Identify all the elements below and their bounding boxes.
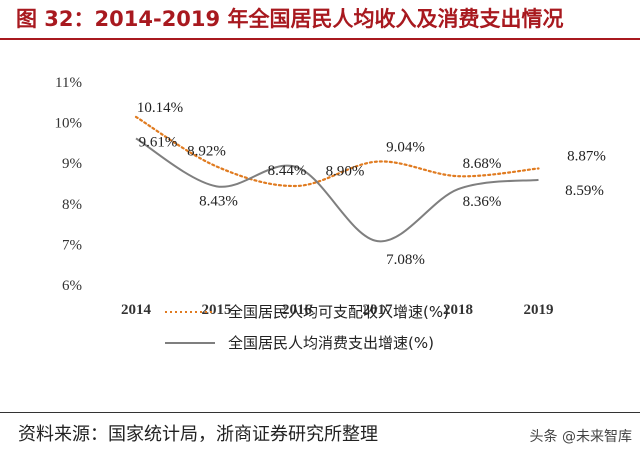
x-tick-label: 2014 [121,302,152,318]
x-tick-label: 2019 [524,302,554,318]
data-label: 9.61% [139,134,178,150]
data-label: 8.36% [463,194,502,210]
data-label: 9.04% [386,140,425,156]
x-tick-label: 2015 [202,302,232,318]
data-label: 10.14% [137,100,183,116]
data-label: 8.90% [326,163,365,179]
series-lines [134,115,540,243]
footer-divider [0,412,640,413]
data-label: 8.59% [565,183,604,199]
source-note: 资料来源：国家统计局，浙商证券研究所整理 [18,424,378,445]
legend-label: 全国居民人均可支配收入增速(%) [228,303,449,321]
y-tick-label: 7% [62,237,82,253]
title-divider [0,38,640,40]
watermark-text: 头条 @未来智库 [529,429,632,445]
x-axis-ticks: 2014 2015 2016 2017 2018 2019 [121,302,554,318]
y-tick-label: 11% [55,75,82,91]
data-label: 8.87% [567,148,606,164]
x-tick-label: 2018 [443,302,473,318]
y-tick-label: 8% [62,197,82,213]
data-label: 8.43% [199,193,238,209]
legend-label: 全国居民人均消费支出增速(%) [228,334,434,352]
line-chart: 6%7%8%9%10%11% 2014 2015 2016 2017 2018 2019 … [55,75,606,352]
legend: 全国居民人均可支配收入增速(%) 全国居民人均消费支出增速(%) [165,303,449,352]
data-label: 7.08% [386,252,425,268]
x-tick-label: 2017 [363,302,394,318]
data-label: 8.68% [463,156,502,172]
data-labels: 10.14% 8.92% 8.44% 9.04% 8.68% 8.87% 9.61% 8.43… [137,100,606,268]
income-growth-line [134,115,540,188]
figure-title: 图 32：2014-2019 年全国居民人均收入及消费支出情况 [16,7,564,31]
y-tick-label: 10% [55,116,83,132]
y-axis-ticks: 6% 7% 8% 9% 10% 11% [55,75,83,294]
consumption-growth-line [135,137,539,243]
y-tick-label: 9% [62,156,82,172]
y-tick-label: 6% [62,278,82,294]
x-tick-label: 2016 [282,302,313,318]
data-label: 8.44% [268,163,307,179]
data-label: 8.92% [187,143,226,159]
